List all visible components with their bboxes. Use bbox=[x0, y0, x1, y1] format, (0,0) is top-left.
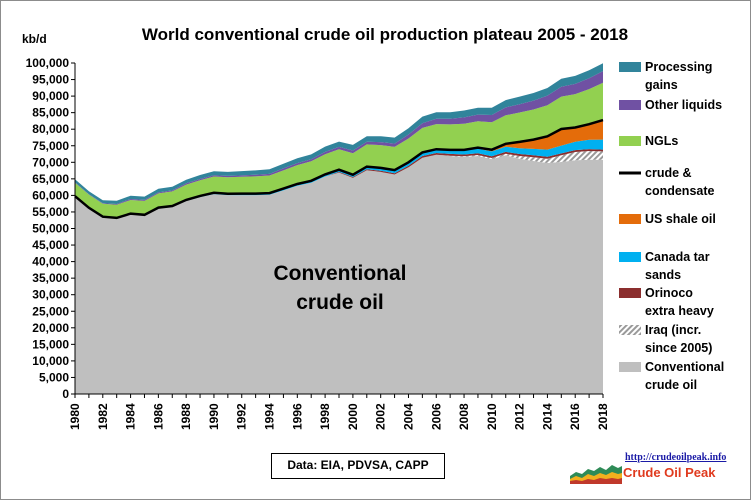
area-orinoco-extra-heavy bbox=[75, 149, 603, 219]
y-tick-label: 45,000 bbox=[32, 238, 69, 252]
legend-item-canada-tar-sands: Canada tar sands bbox=[619, 250, 710, 282]
y-tick-label: 40,000 bbox=[32, 255, 69, 269]
legend-label: Iraq (incr. since 2005) bbox=[645, 323, 712, 355]
center-label-line: crude oil bbox=[296, 291, 384, 314]
legend-swatch bbox=[619, 214, 641, 224]
legend-label: Processing gains bbox=[645, 60, 712, 92]
x-tick-label: 2004 bbox=[401, 403, 415, 430]
logo-mini-chart-icon bbox=[570, 465, 622, 484]
legend-item-orinoco-extra-heavy: Orinoco extra heavy bbox=[619, 286, 714, 318]
legend-label: Conventional crude oil bbox=[645, 360, 724, 392]
y-axis-unit: kb/d bbox=[22, 32, 47, 46]
legend-item-processing-gains: Processing gains bbox=[619, 60, 712, 92]
x-tick-label: 1992 bbox=[235, 403, 249, 430]
area-ngls bbox=[75, 82, 603, 218]
legend-label: NGLs bbox=[645, 134, 678, 148]
legend-swatch bbox=[619, 62, 641, 72]
y-tick-label: 80,000 bbox=[32, 122, 69, 136]
x-tick-label: 1988 bbox=[179, 403, 193, 430]
x-tick-label: 2010 bbox=[485, 403, 499, 430]
y-tick-label: 20,000 bbox=[32, 321, 69, 335]
legend-swatch bbox=[619, 325, 641, 335]
legend-swatch bbox=[619, 288, 641, 298]
x-tick-label: 2016 bbox=[568, 403, 582, 430]
y-tick-label: 85,000 bbox=[32, 106, 69, 120]
legend-swatch bbox=[619, 136, 641, 146]
center-label: Conventional crude oil bbox=[273, 262, 406, 314]
y-tick-label: 30,000 bbox=[32, 288, 69, 302]
x-tick-label: 2018 bbox=[596, 403, 610, 430]
legend-label: US shale oil bbox=[645, 212, 716, 226]
source-note: Data: EIA, PDVSA, CAPP bbox=[287, 458, 429, 472]
x-tick-label: 2012 bbox=[513, 403, 527, 430]
x-tick-label: 1982 bbox=[96, 403, 110, 430]
legend-label: Canada tar sands bbox=[645, 250, 710, 282]
y-tick-label: 15,000 bbox=[32, 337, 69, 351]
x-tick-label: 1986 bbox=[151, 403, 165, 430]
legend-item-crude-condensate: crude & condensate bbox=[619, 166, 715, 198]
legend-item-ngls: NGLs bbox=[619, 134, 678, 148]
legend-swatch bbox=[619, 252, 641, 262]
y-tick-label: 10,000 bbox=[32, 354, 69, 368]
y-tick-label: 75,000 bbox=[32, 139, 69, 153]
legend-label: crude & condensate bbox=[645, 166, 715, 198]
logo-url[interactable]: http://crudeoilpeak.info bbox=[625, 452, 727, 463]
legend-item-iraq-incr-since-2005: Iraq (incr. since 2005) bbox=[619, 323, 712, 355]
y-tick-label: 60,000 bbox=[32, 188, 69, 202]
legend-item-other-liquids: Other liquids bbox=[619, 98, 722, 112]
x-tick-label: 2008 bbox=[457, 403, 471, 430]
x-tick-label: 1990 bbox=[207, 403, 221, 430]
y-tick-label: 100,000 bbox=[26, 56, 70, 70]
y-tick-label: 90,000 bbox=[32, 89, 69, 103]
y-tick-label: 25,000 bbox=[32, 304, 69, 318]
legend: Processing gains Other liquids NGLs crude & c… bbox=[619, 60, 724, 392]
x-tick-label: 1994 bbox=[263, 403, 277, 430]
plot-area bbox=[74, 63, 604, 394]
chart-title: World conventional crude oil production … bbox=[142, 25, 628, 44]
y-tick-label: 5,000 bbox=[39, 370, 69, 384]
area-conventional-crude-oil bbox=[75, 154, 603, 394]
legend-swatch bbox=[619, 362, 641, 372]
x-tick-label: 2014 bbox=[540, 403, 554, 430]
x-tick-label: 2002 bbox=[374, 403, 388, 430]
x-tick-label: 2000 bbox=[346, 403, 360, 430]
x-tick-label: 1984 bbox=[124, 403, 138, 430]
y-tick-label: 95,000 bbox=[32, 73, 69, 87]
y-tick-label: 65,000 bbox=[32, 172, 69, 186]
y-tick-label: 35,000 bbox=[32, 271, 69, 285]
legend-label: Other liquids bbox=[645, 98, 722, 112]
legend-label: Orinoco extra heavy bbox=[645, 286, 714, 318]
crude-oil-peak-logo[interactable]: http://crudeoilpeak.info Crude Oil Peak bbox=[568, 452, 726, 486]
x-tick-label: 1996 bbox=[290, 403, 304, 430]
x-tick-label: 1980 bbox=[68, 403, 82, 430]
y-tick-label: 70,000 bbox=[32, 155, 69, 169]
legend-item-us-shale-oil: US shale oil bbox=[619, 212, 716, 226]
legend-item-conventional-crude-oil: Conventional crude oil bbox=[619, 360, 724, 392]
source-note-box: Data: EIA, PDVSA, CAPP bbox=[271, 453, 445, 479]
axes: 0 5,000 10,000 15,000 20,000 25,000 30,000 35,0… bbox=[26, 56, 610, 430]
center-label-line: Conventional bbox=[273, 262, 406, 285]
line-crude-condensate bbox=[74, 118, 604, 220]
y-tick-label: 55,000 bbox=[32, 205, 69, 219]
y-tick-label: 0 bbox=[62, 387, 69, 401]
y-tick-label: 50,000 bbox=[32, 222, 69, 236]
x-tick-label: 2006 bbox=[429, 403, 443, 430]
logo-name: Crude Oil Peak bbox=[623, 465, 716, 480]
legend-swatch bbox=[619, 100, 641, 110]
x-tick-label: 1998 bbox=[318, 403, 332, 430]
